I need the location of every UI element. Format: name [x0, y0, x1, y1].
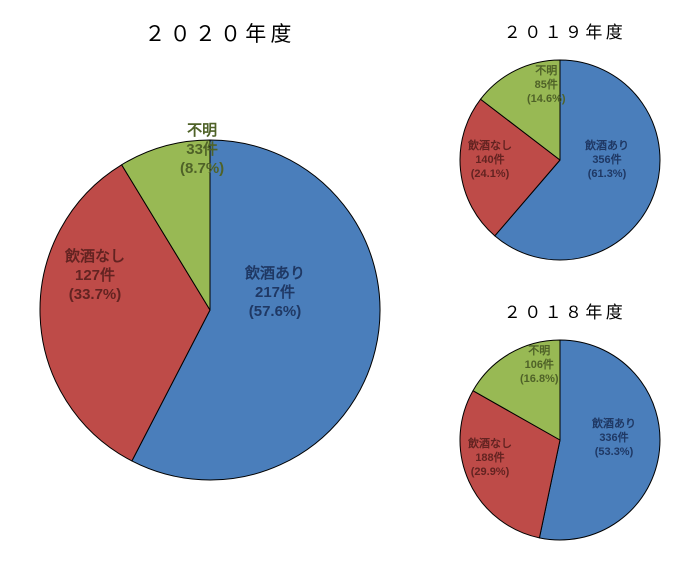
chart-title-y2020: ２０２０年度 — [130, 18, 310, 48]
chart-title-y2019: ２０１９年度 — [495, 18, 635, 43]
chart-title-y2018: ２０１８年度 — [495, 298, 635, 323]
slice-label-y2019-without_alcohol: 飲酒なし140件(24.1%) — [468, 140, 512, 181]
slice-label-y2020-without_alcohol: 飲酒なし127件(33.7%) — [65, 248, 125, 304]
slice-label-y2020-with_alcohol: 飲酒あり217件(57.6%) — [245, 265, 305, 321]
pie-y2020 — [38, 138, 382, 482]
slice-label-y2018-with_alcohol: 飲酒あり336件(53.3%) — [592, 418, 636, 459]
slice-label-y2020-unknown: 不明33件(8.7%) — [180, 122, 224, 178]
slice-label-y2019-unknown: 不明85件(14.6%) — [527, 65, 566, 106]
slice-label-y2019-with_alcohol: 飲酒あり356件(61.3%) — [585, 140, 629, 181]
slice-label-y2018-without_alcohol: 飲酒なし188件(29.9%) — [468, 438, 512, 479]
chart-stage: ２０２０年度飲酒あり217件(57.6%) 飲酒なし127件(33.7%) 不明33… — [0, 0, 700, 565]
slice-label-y2018-unknown: 不明106件(16.8%) — [520, 345, 559, 386]
